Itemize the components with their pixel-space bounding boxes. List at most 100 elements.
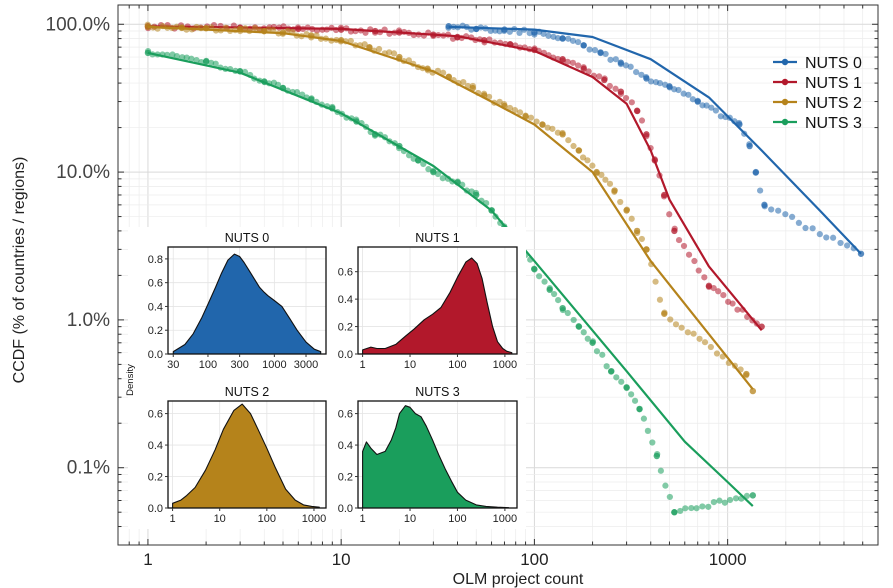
axis-ticks bbox=[117, 5, 879, 546]
data-point bbox=[707, 343, 714, 351]
inset-y-tick-label: 0.8 bbox=[148, 254, 163, 266]
data-point bbox=[685, 91, 692, 98]
data-point bbox=[425, 166, 432, 173]
data-point bbox=[580, 65, 587, 72]
data-point bbox=[202, 58, 210, 65]
inset-y-tick-label: 0.6 bbox=[148, 409, 163, 421]
data-point bbox=[617, 88, 625, 95]
data-point bbox=[596, 73, 603, 80]
data-point bbox=[708, 104, 715, 111]
inset-x-tick-label: 1000 bbox=[262, 359, 286, 371]
data-point bbox=[569, 59, 577, 66]
inset-y-tick-label: 0.6 bbox=[148, 278, 163, 290]
x-tick-label: 100 bbox=[520, 550, 548, 569]
data-point bbox=[361, 41, 368, 48]
data-point bbox=[844, 242, 851, 249]
inset-y-tick-label: 0.4 bbox=[148, 301, 163, 313]
data-point bbox=[623, 384, 630, 391]
inset-nuts-2: NUTS 2 1 10 100 1000 0.0 0.2 0.4 0.6 bbox=[148, 385, 327, 525]
data-point bbox=[611, 187, 618, 194]
data-point bbox=[606, 180, 614, 187]
data-point bbox=[536, 273, 543, 280]
inset-frame bbox=[167, 400, 327, 509]
fit-line bbox=[147, 25, 763, 332]
data-point bbox=[823, 234, 830, 241]
data-point bbox=[694, 98, 701, 105]
data-point bbox=[188, 55, 195, 62]
data-point bbox=[643, 131, 650, 138]
fit-line bbox=[448, 25, 862, 255]
data-point bbox=[602, 176, 609, 183]
data-point bbox=[522, 112, 529, 120]
data-point bbox=[749, 387, 757, 395]
inset-x-tick-label: 30 bbox=[167, 359, 179, 371]
data-point bbox=[693, 505, 700, 512]
data-point bbox=[516, 29, 523, 37]
data-point bbox=[541, 278, 548, 285]
data-point bbox=[627, 63, 634, 70]
inset-x-tick-label: 1000 bbox=[493, 513, 517, 525]
data-point bbox=[222, 24, 229, 31]
data-point bbox=[657, 467, 664, 474]
data-point bbox=[721, 499, 728, 506]
data-point bbox=[554, 129, 561, 136]
data-point bbox=[705, 282, 713, 290]
data-point bbox=[656, 296, 664, 303]
data-point bbox=[633, 68, 640, 76]
data-point bbox=[208, 59, 215, 66]
data-point bbox=[551, 290, 558, 298]
data-point bbox=[628, 391, 635, 398]
data-point bbox=[638, 235, 645, 243]
data-point bbox=[599, 351, 606, 358]
data-point bbox=[593, 168, 600, 176]
data-point bbox=[653, 452, 661, 460]
data-point bbox=[579, 154, 587, 161]
data-point bbox=[584, 157, 591, 164]
data-point bbox=[580, 329, 587, 336]
inset-x-tick-label: 1 bbox=[360, 513, 366, 525]
data-point bbox=[680, 242, 688, 250]
inset-nuts-0: NUTS 0 30 100 300 1000 3000 0.0 0.2 0.4 0.6 0.8 Den… bbox=[125, 231, 327, 396]
data-point bbox=[761, 201, 768, 209]
data-point bbox=[701, 274, 708, 281]
data-point bbox=[649, 439, 656, 446]
data-point bbox=[531, 266, 538, 273]
legend-marker bbox=[781, 118, 789, 126]
data-point bbox=[608, 367, 615, 375]
legend-label: NUTS 0 bbox=[805, 55, 862, 72]
data-point bbox=[726, 496, 734, 504]
legend-marker bbox=[781, 98, 789, 106]
data-point bbox=[516, 109, 524, 116]
inset-x-tick-label: 10 bbox=[404, 513, 416, 525]
data-point bbox=[601, 76, 608, 84]
inset-y-tick-label: 0.4 bbox=[148, 440, 163, 452]
data-point bbox=[193, 57, 200, 64]
data-point bbox=[661, 191, 668, 199]
data-point bbox=[631, 397, 639, 404]
data-point bbox=[732, 495, 740, 502]
data-point bbox=[677, 507, 684, 515]
inset-title: NUTS 1 bbox=[415, 231, 460, 245]
data-point bbox=[439, 175, 446, 182]
data-point bbox=[440, 69, 447, 76]
density-area bbox=[172, 253, 322, 355]
data-point bbox=[570, 142, 577, 150]
data-point bbox=[564, 309, 571, 317]
inset-nuts-3: NUTS 3 1 10 100 1000 0.0 0.2 0.4 0.6 bbox=[338, 385, 518, 525]
data-point bbox=[569, 37, 577, 44]
inset-y-tick-label: 0.2 bbox=[148, 472, 163, 484]
data-point bbox=[720, 291, 727, 299]
data-point bbox=[816, 231, 823, 238]
data-point bbox=[559, 131, 566, 138]
inset-y-tick-label: 0.6 bbox=[338, 409, 353, 421]
inset-x-tick-label: 100 bbox=[258, 513, 276, 525]
data-point bbox=[539, 121, 546, 128]
data-point bbox=[593, 348, 601, 355]
data-point bbox=[667, 316, 674, 323]
data-point bbox=[713, 350, 721, 357]
data-point bbox=[526, 29, 533, 37]
inset-x-tick-label: 1 bbox=[170, 513, 176, 525]
data-point bbox=[607, 56, 614, 63]
y-tick-label: 10.0% bbox=[56, 162, 110, 183]
